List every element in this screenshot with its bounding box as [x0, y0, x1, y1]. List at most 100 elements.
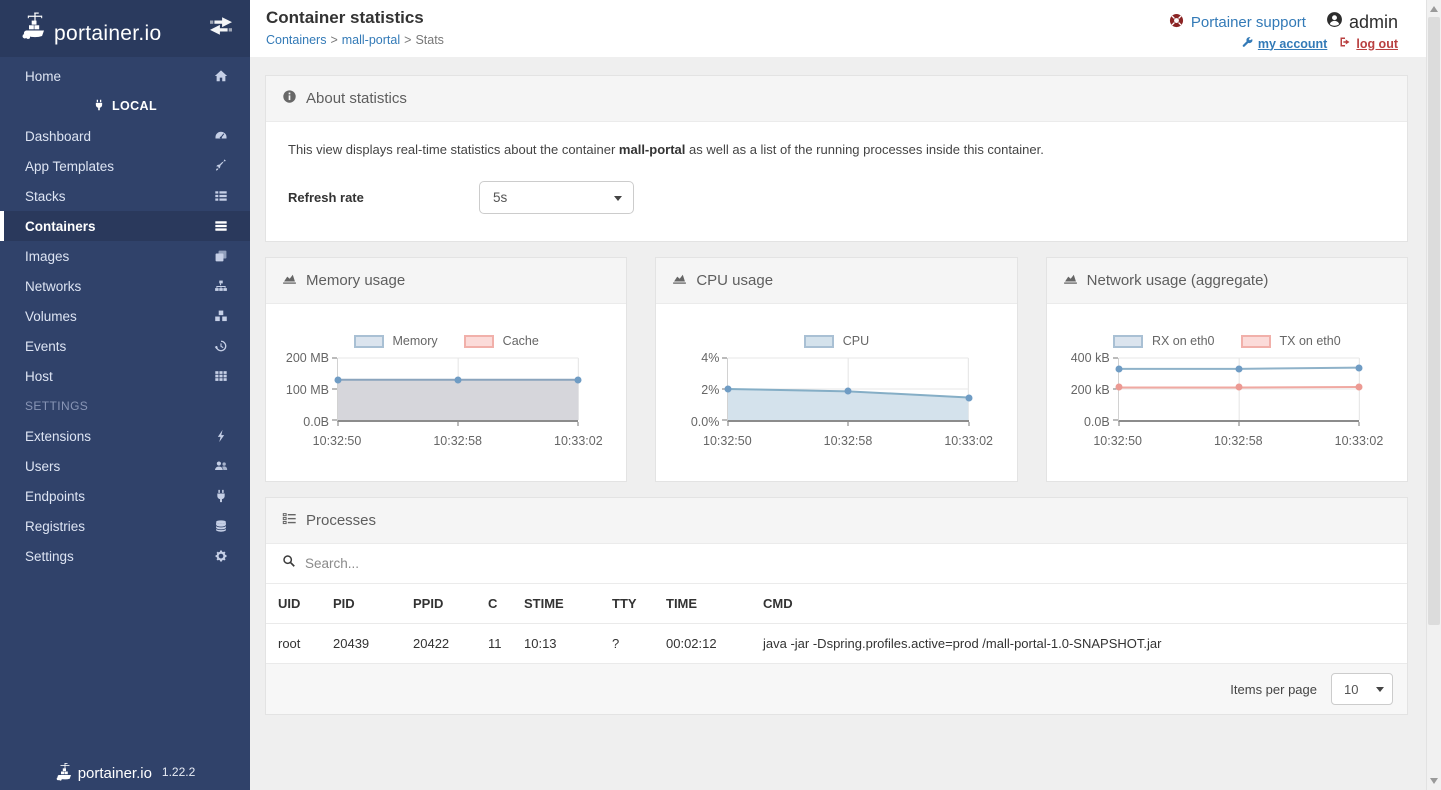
data-point [1235, 365, 1243, 373]
data-point [454, 376, 462, 384]
th-list-icon [214, 189, 228, 203]
legend-item: Cache [463, 334, 539, 348]
sidebar-item-networks[interactable]: Networks [0, 271, 250, 301]
sidebar-item-app-templates[interactable]: App Templates [0, 151, 250, 181]
sidebar-item-endpoints[interactable]: Endpoints [0, 481, 250, 511]
y-axis-labels: 400 kB 200 kB 0.0B [1047, 351, 1110, 429]
main-area: Container statistics Containers > mall-por… [250, 0, 1426, 790]
username: admin [1348, 11, 1398, 32]
server-icon [214, 219, 228, 233]
x-tick-label: 10:32:58 [1213, 434, 1263, 448]
chart-area-icon [282, 271, 297, 290]
plug-icon [214, 489, 228, 503]
data-point [334, 376, 342, 384]
scrollbar-thumb[interactable] [1428, 17, 1440, 625]
legend-label: CPU [842, 334, 870, 348]
x-tick-label: 10:32:50 [312, 434, 362, 448]
y-tick-label: 200 MB [285, 351, 329, 365]
sidebar-item-home[interactable]: Home [0, 61, 250, 91]
network-usage-header: Network usage (aggregate) [1046, 258, 1407, 304]
memory-usage-title: Memory usage [306, 272, 406, 289]
network-usage-chart: RX on eth0 TX on eth0 400 kB 200 kB 0.0B 10… [1047, 304, 1407, 481]
items-per-page-label: Items per page [1230, 681, 1317, 697]
sidebar-item-registries[interactable]: Registries [0, 511, 250, 541]
page-title: Container statistics [266, 8, 424, 27]
breadcrumb-containers-link[interactable]: Containers [266, 33, 327, 47]
column-header-stime: STIME [524, 596, 564, 611]
search-input[interactable] [305, 556, 1391, 571]
sidebar-item-images[interactable]: Images [0, 241, 250, 271]
sidebar-item-events[interactable]: Events [0, 331, 250, 361]
sidebar-item-dashboard[interactable]: Dashboard [0, 121, 250, 151]
about-statistics-title: About statistics [306, 90, 407, 107]
legend-item: TX on eth0 [1240, 334, 1341, 348]
about-statistics-body: This view displays real-time statistics … [266, 122, 1407, 241]
cell-uid: root [266, 623, 321, 663]
cell-pid: 20439 [321, 623, 401, 663]
plug-icon [93, 99, 105, 114]
tachometer-icon [214, 129, 228, 143]
x-tick-label: 10:32:58 [433, 434, 482, 448]
y-axis-labels: 200 MB 100 MB 0.0B [266, 351, 329, 429]
column-header-pid: PID [333, 596, 355, 611]
sidebar-item-host[interactable]: Host [0, 361, 250, 391]
logout-link[interactable]: log out [1339, 36, 1398, 51]
legend-label: Cache [502, 334, 539, 348]
scrollbar-down-arrow-icon[interactable] [1430, 778, 1438, 784]
items-per-page-select[interactable]: 10 [1331, 673, 1393, 705]
history-icon [214, 339, 228, 353]
sitemap-icon [214, 279, 228, 293]
chart-legend: Memory Cache [266, 304, 626, 348]
x-tick-label: 10:32:50 [1093, 434, 1142, 448]
portainer-logo[interactable]: portainer.io [20, 11, 210, 46]
clone-icon [214, 249, 228, 263]
portainer-support-link[interactable]: Portainer support [1169, 13, 1306, 32]
sign-out-icon [1339, 36, 1351, 51]
vertical-scrollbar[interactable] [1426, 0, 1441, 790]
sidebar-item-volumes[interactable]: Volumes [0, 301, 250, 331]
about-statistics-header: About statistics [266, 76, 1407, 122]
charts-row: Memory usage Memory Cache 200 MB 100 MB 0.0… [265, 257, 1408, 482]
memory-usage-card: Memory usage Memory Cache 200 MB 100 MB 0.0… [265, 257, 628, 482]
footer-logo: portainer.io [55, 762, 152, 782]
rocket-icon [214, 159, 228, 173]
sidebar-item-users[interactable]: Users [0, 451, 250, 481]
x-tick-mark [968, 422, 970, 426]
user-menu: admin [1326, 11, 1398, 33]
wrench-icon [1241, 36, 1253, 51]
legend-swatch [353, 334, 384, 348]
chevron-down-icon [1376, 687, 1384, 692]
y-tick-label: 100 MB [285, 383, 329, 397]
refresh-rate-select[interactable]: 5s [479, 181, 634, 214]
chart-area-icon [1063, 271, 1078, 290]
table-row: root 20439 20422 11 10:13 ? 00:02:12 jav… [266, 623, 1407, 663]
breadcrumb-container-link[interactable]: mall-portal [341, 33, 401, 47]
legend-swatch [463, 334, 494, 348]
sidebar-section-local: LOCAL [0, 91, 250, 121]
endpoint-switch-icon[interactable] [210, 17, 232, 40]
portainer-logo-text: portainer.io [54, 22, 162, 45]
sidebar-item-extensions[interactable]: Extensions [0, 421, 250, 451]
sidebar-item-stacks[interactable]: Stacks [0, 181, 250, 211]
data-point [574, 376, 582, 384]
sidebar-item-settings[interactable]: Settings [0, 541, 250, 571]
data-point [844, 387, 852, 395]
chart-area-icon [672, 271, 687, 290]
x-tick-mark [577, 422, 579, 426]
legend-swatch [1112, 334, 1143, 348]
my-account-link[interactable]: my account [1241, 36, 1327, 51]
cell-stime: 10:13 [512, 623, 600, 663]
sidebar-item-containers[interactable]: Containers [0, 211, 250, 241]
scrollbar-up-arrow-icon[interactable] [1430, 6, 1438, 12]
table-header-row: UID PID PPID C STIME TTY TIME CMD [266, 584, 1407, 624]
cell-tty: ? [600, 623, 654, 663]
memory-usage-header: Memory usage [266, 258, 627, 304]
cubes-icon [214, 309, 228, 323]
items-per-page-value: 10 [1344, 681, 1359, 697]
data-point [724, 385, 732, 393]
column-header-tty: TTY [612, 596, 637, 611]
chevron-down-icon [614, 196, 622, 201]
memory-usage-chart: Memory Cache 200 MB 100 MB 0.0B 10:32:50 10:… [266, 304, 626, 481]
data-point [1235, 383, 1243, 391]
about-description: This view displays real-time statistics … [288, 142, 1044, 157]
